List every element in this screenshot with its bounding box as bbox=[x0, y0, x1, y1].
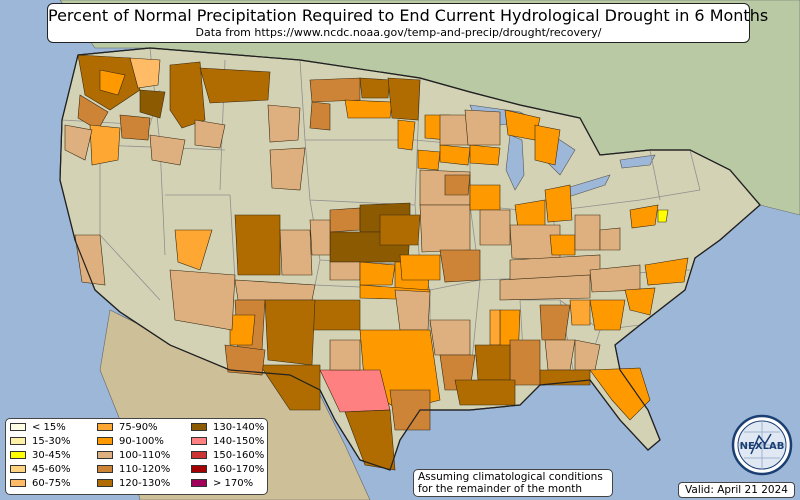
lake-ontario bbox=[619, 154, 656, 169]
legend-label: 120-130% bbox=[119, 478, 171, 489]
legend-label: 110-120% bbox=[119, 464, 171, 475]
assumption-note: Assuming climatological conditions for t… bbox=[413, 469, 613, 497]
legend-swatch bbox=[97, 465, 113, 473]
note-line-1: Assuming climatological conditions bbox=[418, 471, 603, 483]
legend-swatch bbox=[191, 451, 207, 459]
legend-swatch bbox=[97, 437, 113, 445]
legend-swatch bbox=[191, 437, 207, 445]
map-title: Percent of Normal Precipitation Required… bbox=[48, 6, 769, 25]
legend-swatch bbox=[191, 465, 207, 473]
legend-swatch bbox=[10, 479, 26, 487]
map-subtitle: Data from https://www.ncdc.noaa.gov/temp… bbox=[195, 26, 602, 39]
legend-label: 150-160% bbox=[213, 450, 265, 461]
legend-label: 130-140% bbox=[213, 422, 265, 433]
legend-label: > 170% bbox=[213, 478, 254, 489]
lake-michigan bbox=[505, 134, 525, 191]
legend-label: 140-150% bbox=[213, 436, 265, 447]
legend-swatch bbox=[97, 479, 113, 487]
legend-swatch bbox=[191, 479, 207, 487]
title-box: Percent of Normal Precipitation Required… bbox=[47, 3, 769, 43]
legend-swatch bbox=[10, 437, 26, 445]
note-line-2: for the remainder of the month bbox=[418, 483, 583, 495]
legend-swatch bbox=[10, 451, 26, 459]
legend-swatch bbox=[191, 423, 207, 431]
nexlab-logo-icon: NEXLAB bbox=[731, 414, 793, 476]
legend-label: 75-90% bbox=[119, 422, 158, 433]
valid-date: Valid: April 21 2024 bbox=[678, 482, 795, 498]
legend-swatch bbox=[10, 423, 26, 431]
legend-label: 90-100% bbox=[119, 436, 164, 447]
legend-label: 15-30% bbox=[32, 436, 71, 447]
legend-label: 45-60% bbox=[32, 464, 71, 475]
legend-swatch bbox=[10, 465, 26, 473]
us-outline bbox=[59, 47, 761, 471]
logo-text: NEXLAB bbox=[740, 441, 785, 452]
legend-label: 60-75% bbox=[32, 478, 71, 489]
legend-swatch bbox=[97, 451, 113, 459]
legend-label: < 15% bbox=[32, 422, 66, 433]
legend-swatch bbox=[97, 423, 113, 431]
legend-label: 160-170% bbox=[213, 464, 265, 475]
legend-label: 30-45% bbox=[32, 450, 71, 461]
legend-label: 100-110% bbox=[119, 450, 171, 461]
drought-regions bbox=[64, 54, 689, 471]
legend: < 15% 15-30% 30-45% 45-60% 60-75% 75-90%… bbox=[5, 418, 268, 495]
